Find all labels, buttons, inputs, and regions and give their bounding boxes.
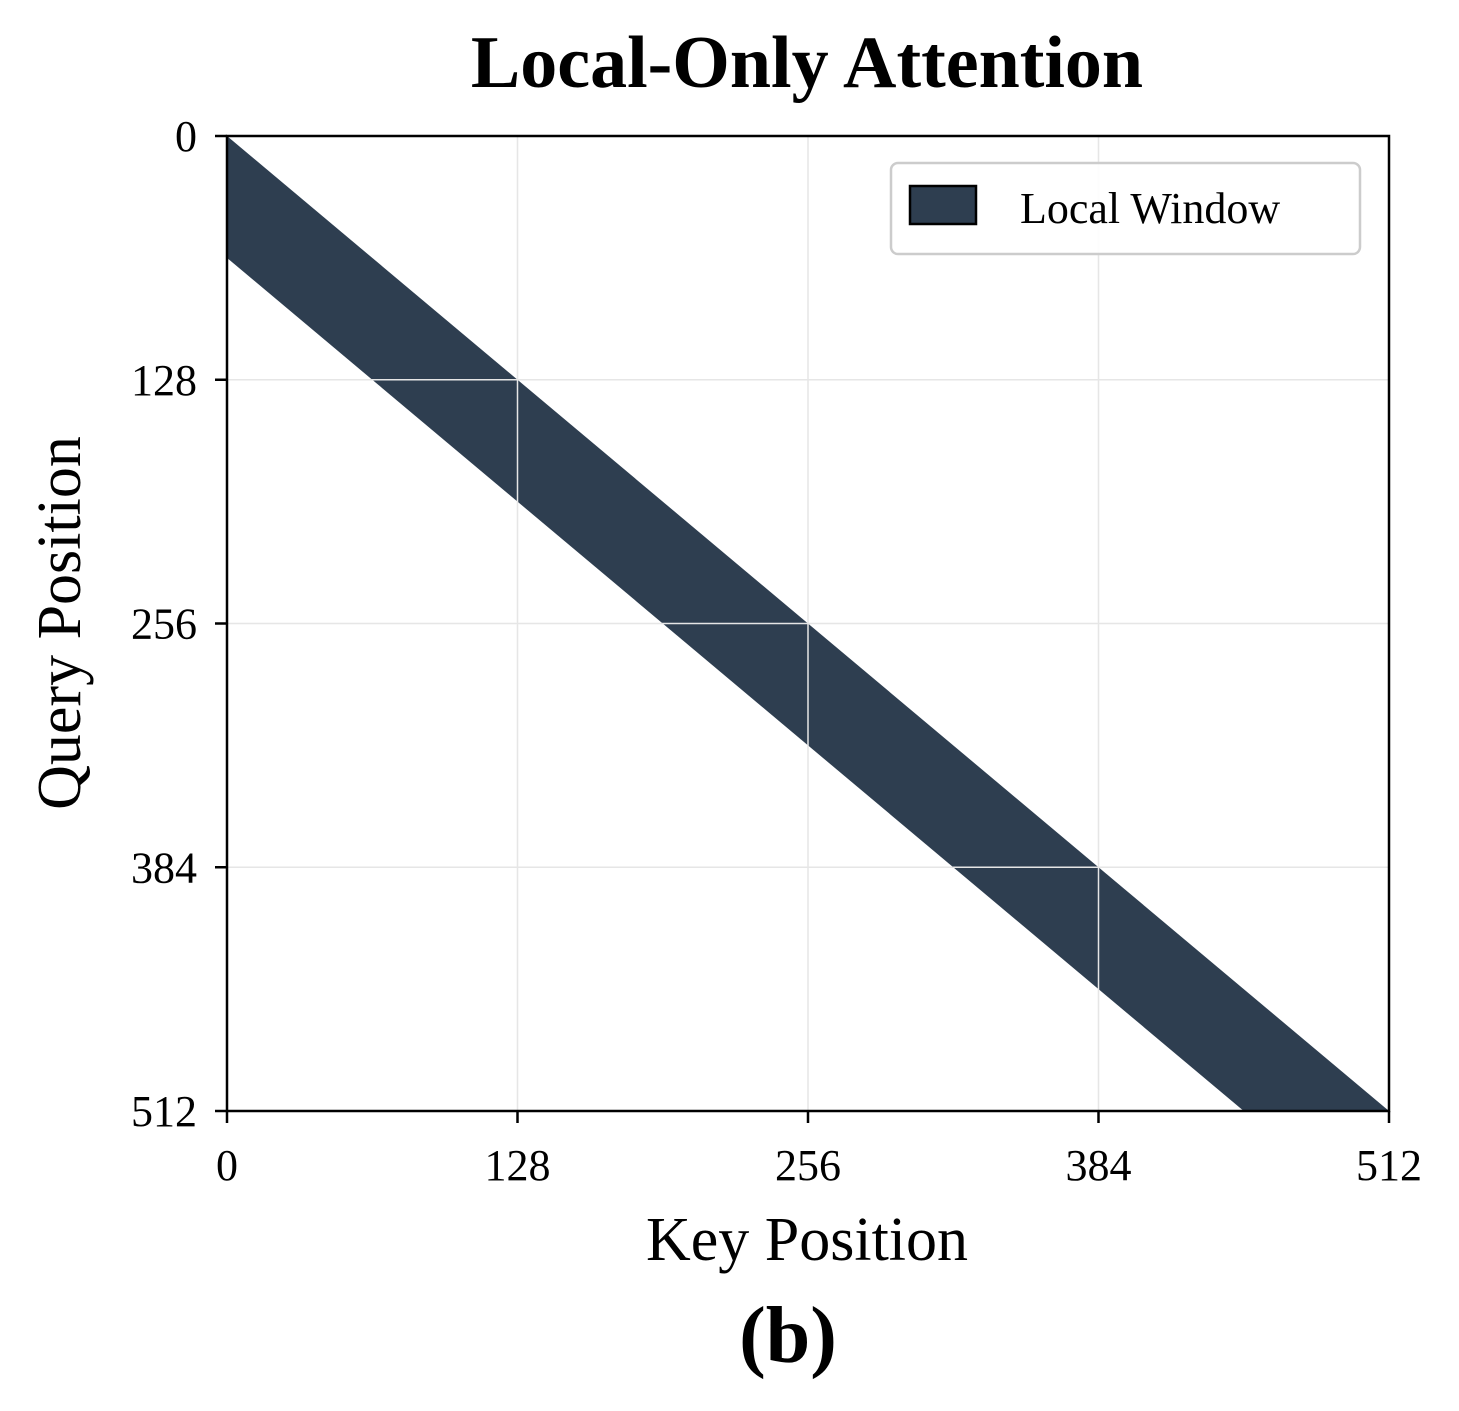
legend-box [889, 161, 1362, 256]
x-tick-label-256: 256 [775, 1141, 841, 1190]
chart-title: Local-Only Attention [471, 22, 1143, 104]
panel-label: (b) [739, 1292, 837, 1380]
x-axis-label: Key Position [646, 1206, 968, 1274]
y-tick-label-0: 0 [175, 112, 197, 161]
x-tick-labels: 0 128 256 384 512 [216, 1141, 1422, 1190]
y-axis-label: Query Position [26, 436, 94, 810]
grid-lines [227, 136, 1389, 1111]
x-tick-label-128: 128 [485, 1141, 551, 1190]
y-tick-label-256: 256 [131, 600, 197, 649]
y-tick-label-512: 512 [131, 1087, 197, 1136]
x-tick-label-512: 512 [1356, 1141, 1422, 1190]
y-tick-label-384: 384 [131, 843, 197, 892]
x-tick-label-0: 0 [216, 1141, 238, 1190]
y-tick-label-128: 128 [131, 356, 197, 405]
legend-swatch-local-window [908, 184, 978, 226]
legend: Local Window [889, 161, 1362, 256]
axis-ticks [215, 134, 1391, 1123]
x-tick-label-384: 384 [1066, 1141, 1132, 1190]
legend-label-local-window: Local Window [1020, 184, 1280, 233]
y-tick-labels: 0 128 256 384 512 [131, 112, 197, 1136]
